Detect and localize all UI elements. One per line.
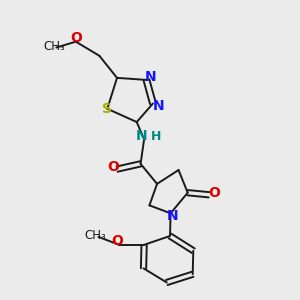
Text: N: N <box>152 99 164 113</box>
Text: N: N <box>167 209 179 223</box>
Text: S: S <box>102 102 112 116</box>
Text: CH₃: CH₃ <box>43 40 65 52</box>
Text: CH₃: CH₃ <box>85 229 106 242</box>
Text: N: N <box>145 70 157 84</box>
Text: O: O <box>70 31 82 45</box>
Text: O: O <box>108 160 119 174</box>
Text: O: O <box>112 234 124 248</box>
Text: O: O <box>208 186 220 200</box>
Text: H: H <box>151 130 162 143</box>
Text: N: N <box>136 130 148 143</box>
